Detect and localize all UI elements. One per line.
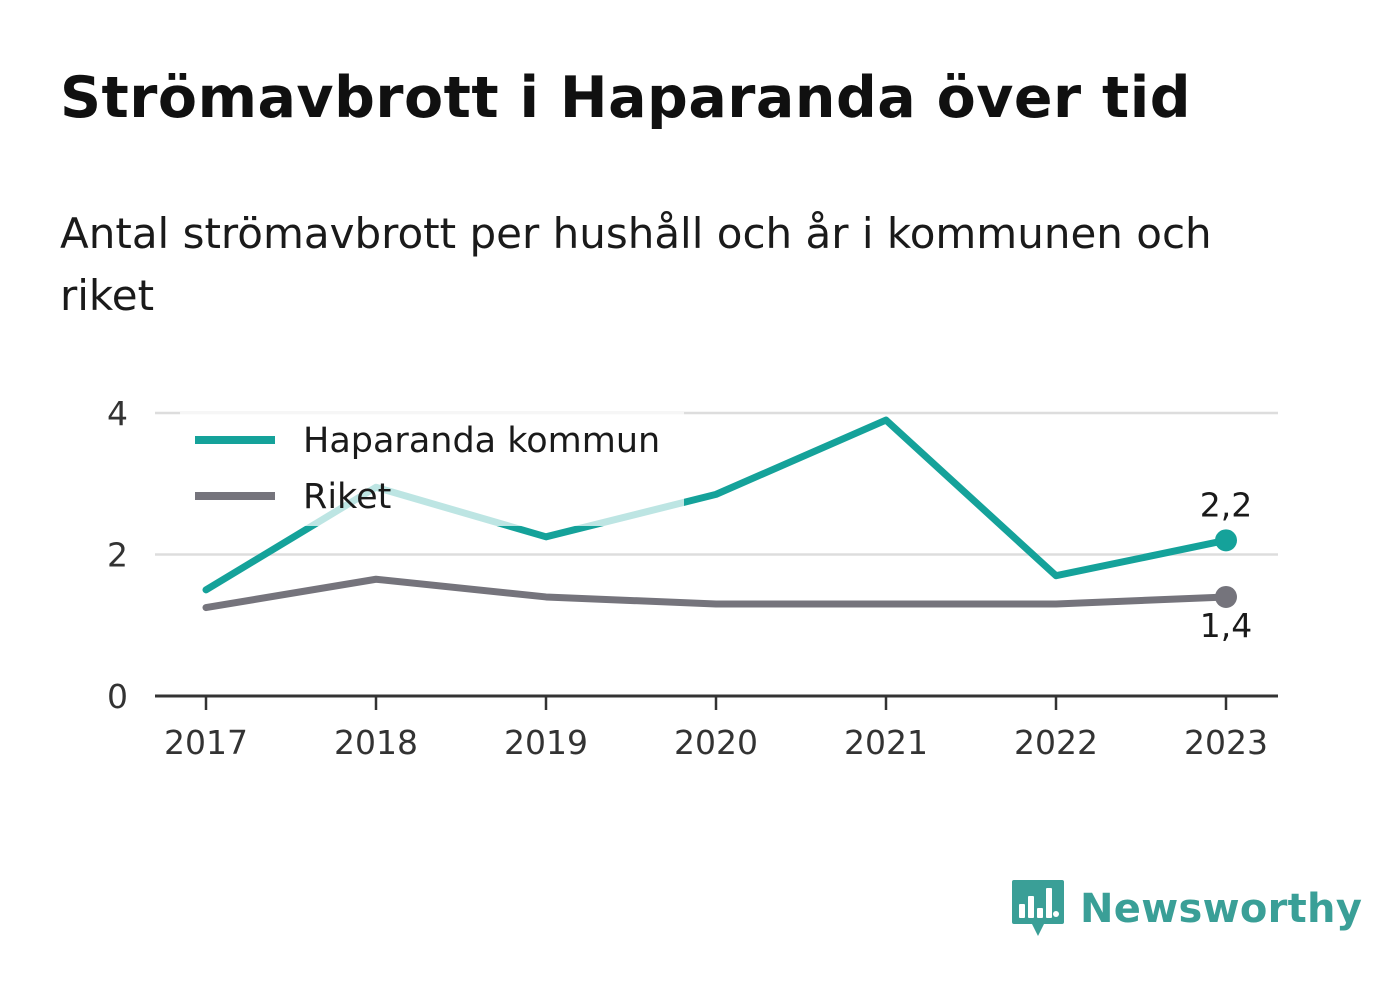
x-tick-label: 2017 (164, 723, 248, 762)
legend-label: Riket (303, 477, 391, 517)
y-tick-label: 2 (107, 536, 128, 575)
brand-logo: Newsworthy (1010, 878, 1362, 940)
x-tick-label: 2022 (1014, 723, 1098, 762)
legend-label: Haparanda kommun (303, 421, 660, 461)
axes: 0 2 4 2017 2018 2019 2020 2021 2022 2023 (107, 394, 1278, 762)
bar-chart-speech-bubble-icon (1012, 880, 1064, 936)
x-tick-label: 2018 (334, 723, 418, 762)
series-end-point (1215, 529, 1237, 552)
chart-subtitle: Antal strömavbrott per hushåll och år i … (60, 209, 1212, 320)
x-tick-label: 2023 (1184, 723, 1268, 762)
data-label: 1,4 (1200, 606, 1252, 645)
x-tick-label: 2019 (504, 723, 588, 762)
legend: Haparanda kommun Riket (180, 412, 684, 526)
data-label: 2,2 (1200, 485, 1252, 524)
brand-name: Newsworthy (1080, 886, 1363, 932)
series-line-riket (202, 575, 1230, 612)
x-tick-label: 2020 (674, 723, 758, 762)
series-end-point (1215, 585, 1237, 608)
y-tick-label: 0 (107, 677, 128, 716)
end-labels: 2,2 1,4 (1200, 485, 1252, 645)
y-tick-label: 4 (107, 394, 128, 433)
x-tick-label: 2021 (844, 723, 928, 762)
chart-title: Strömavbrott i Haparanda över tid (60, 65, 1192, 131)
legend-background (180, 412, 684, 526)
